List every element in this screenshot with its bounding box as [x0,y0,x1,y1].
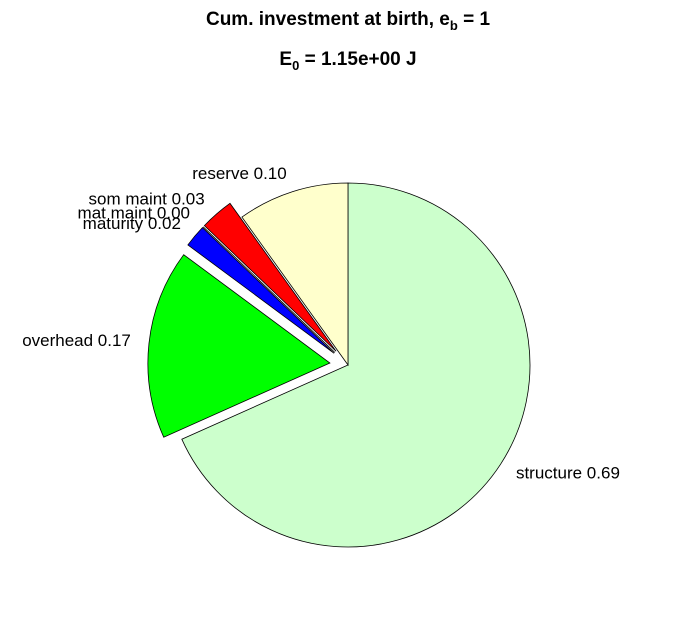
slice-label: maturity 0.02 [83,214,181,233]
subtitle-rest: = 1.15e+00 J [299,49,416,70]
slice-label: overhead 0.17 [22,331,131,350]
pie-slice [147,254,331,438]
pie-slice [203,202,337,352]
slice-label: reserve 0.10 [192,164,287,183]
subtitle-sub: 0 [292,58,299,73]
pie-slice [187,227,335,354]
pie-slice [181,182,531,548]
pie-slice [202,226,336,353]
chart-subtitle: E0 = 1.15e+00 J [279,49,416,73]
title-rest: = 1 [458,9,491,30]
chart-title: Cum. investment at birth, eb = 1 [206,9,490,33]
slice-label: structure 0.69 [516,463,620,482]
title-main: Cum. investment at birth, e [206,9,450,30]
slice-label: som maint 0.03 [89,190,205,209]
slice-label: mat maint 0.00 [78,204,190,223]
title-sub: b [450,18,458,33]
pie-slice [241,182,349,367]
subtitle-main: E [279,49,292,70]
